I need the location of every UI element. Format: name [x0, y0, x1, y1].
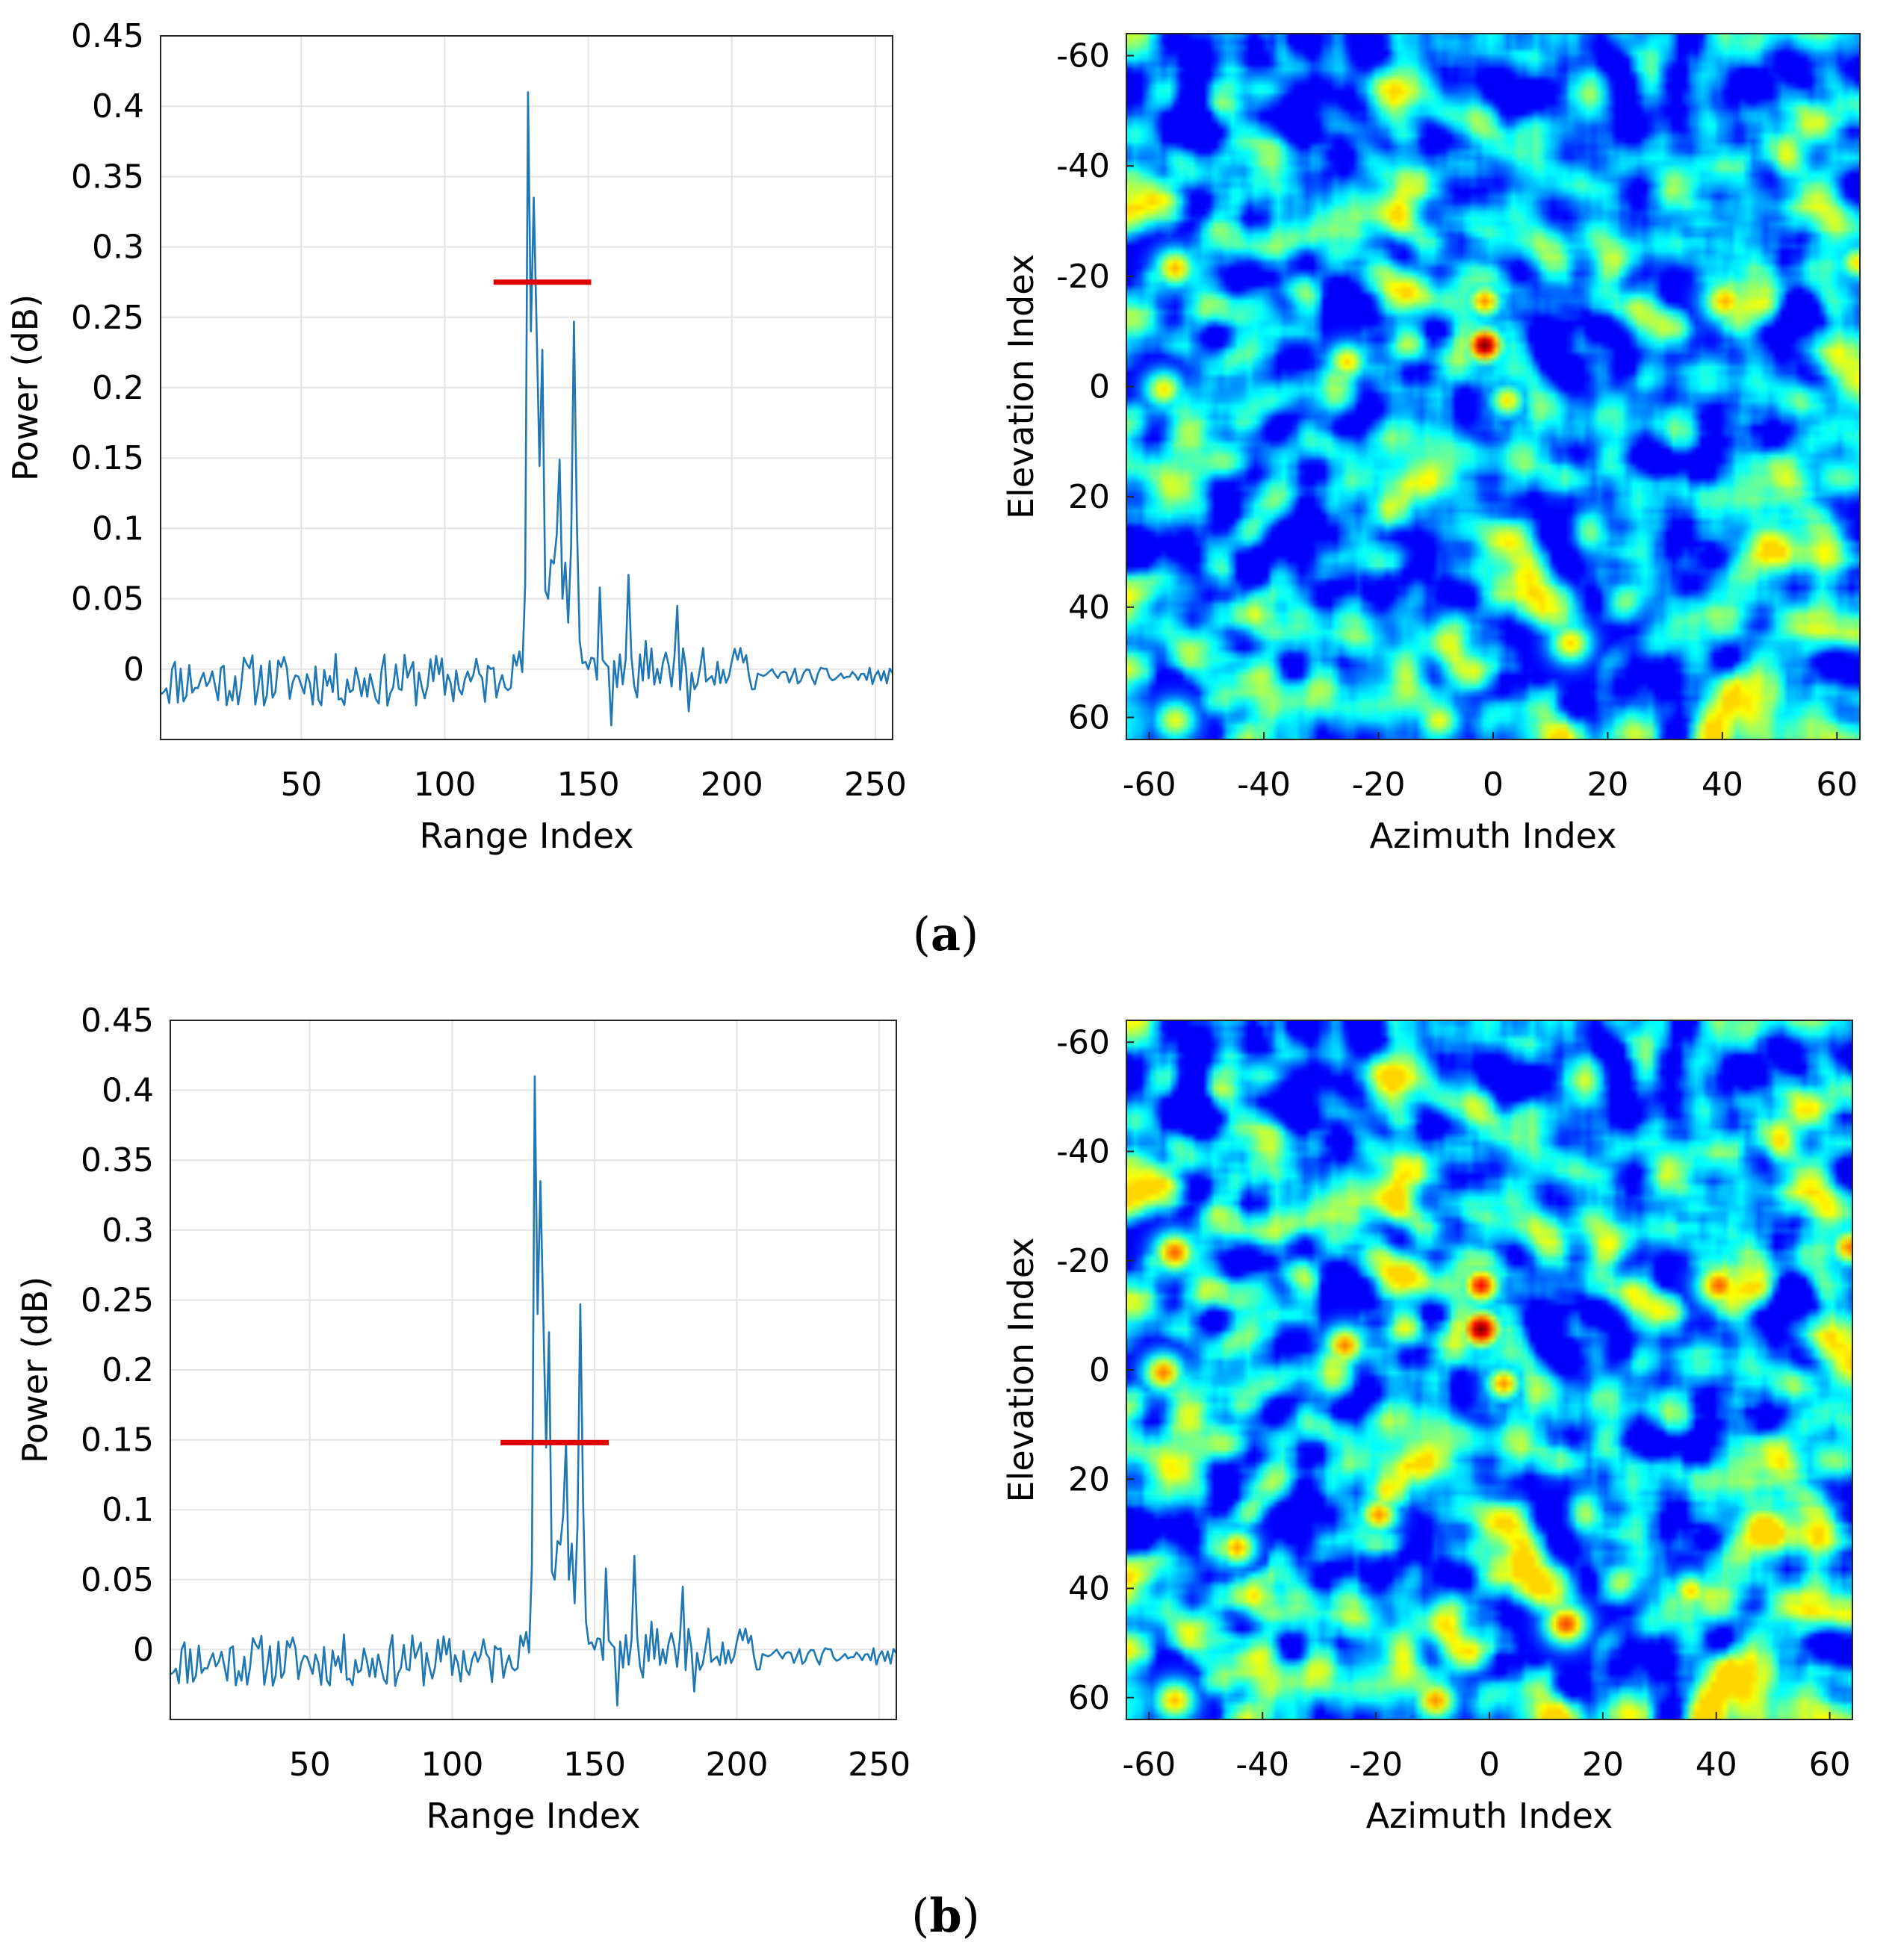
heatmap-image-a [1126, 34, 1860, 739]
y-tick-label: 0.4 [102, 1072, 154, 1110]
y-axis-label-heat-b: Elevation Index [1001, 1238, 1041, 1503]
y-tick-label: 0.25 [81, 1281, 154, 1319]
x-tick-label: -60 [1122, 1746, 1176, 1784]
y-tick-label: 0.4 [92, 87, 144, 125]
y-tick-label: 0.35 [71, 158, 144, 196]
range-profile-plot-a: 50 100 150 200 250 0 0.05 0.1 0.15 0.2 0.25 0.3 0.3… [5, 17, 907, 856]
x-tick-label: -40 [1235, 1746, 1289, 1784]
y-tick-label: -40 [1056, 147, 1110, 185]
range-profile-plot-b: 50 100 150 200 250 0 0.05 0.1 0.15 0.2 0.25 0.3 0.3… [15, 1002, 911, 1836]
y-tick-label: -60 [1056, 1023, 1110, 1061]
x-tick-label: 250 [848, 1746, 911, 1784]
y-tick-label: 40 [1068, 589, 1110, 627]
x-axis-label-heat-b: Azimuth Index [1366, 1796, 1613, 1836]
x-tick-label: 100 [421, 1746, 483, 1784]
y-axis-label-b: Power (dB) [15, 1277, 55, 1463]
y-tick-label: 20 [1068, 478, 1110, 516]
x-tick-label: -20 [1352, 766, 1406, 804]
x-tick-label: 50 [280, 766, 322, 804]
y-tick-label: 0.45 [81, 1002, 154, 1040]
range-profile-line-b [170, 1075, 898, 1707]
y-tick-label: -60 [1056, 37, 1110, 75]
y-tick-label: 0.3 [102, 1212, 154, 1250]
y-tick-label: 0.1 [102, 1491, 154, 1529]
x-tick-label: 60 [1809, 1746, 1851, 1784]
x-tick-label: 250 [844, 766, 907, 804]
y-tick-label: 0.3 [92, 229, 144, 267]
y-tick-label: 60 [1068, 1679, 1110, 1717]
x-axis-label-heat-a: Azimuth Index [1370, 816, 1617, 856]
angle-heatmap-a: -60 -40 -20 0 20 40 60 -60 -40 -20 0 20 40 60 Azimut… [1001, 33, 1861, 856]
x-axis-label-b: Range Index [426, 1796, 640, 1836]
x-tick-label: 50 [289, 1746, 331, 1784]
range-profile-line-a [160, 91, 894, 727]
x-tick-label: -60 [1123, 766, 1176, 804]
panel-label-a: (a) [913, 907, 979, 961]
y-tick-label: 40 [1068, 1570, 1110, 1608]
y-tick-label: -20 [1056, 1242, 1110, 1280]
y-tick-label: 0 [1089, 1351, 1110, 1389]
y-tick-label: 0.35 [81, 1141, 154, 1179]
x-tick-label: 100 [413, 766, 476, 804]
y-tick-label: 20 [1068, 1460, 1110, 1498]
y-tick-label: 0.15 [71, 439, 144, 477]
x-tick-label: 0 [1483, 766, 1504, 804]
y-tick-label: 0.05 [71, 580, 144, 618]
x-tick-label: 0 [1479, 1746, 1500, 1784]
y-tick-label: 0.25 [71, 299, 144, 337]
x-tick-label: 20 [1587, 766, 1628, 804]
y-tick-label: 0.05 [81, 1561, 154, 1599]
y-tick-label: 0 [133, 1631, 154, 1669]
y-tick-label: 60 [1068, 698, 1110, 736]
y-tick-label: -40 [1056, 1133, 1110, 1171]
y-tick-label: 0.2 [102, 1351, 154, 1389]
x-tick-label: 20 [1582, 1746, 1624, 1784]
y-tick-label: 0 [123, 651, 144, 689]
x-tick-label: 200 [701, 766, 763, 804]
y-tick-label: 0.15 [81, 1421, 154, 1460]
x-tick-label: -40 [1237, 766, 1291, 804]
y-tick-label: 0.2 [92, 369, 144, 407]
angle-heatmap-b: -60 -40 -20 0 20 40 60 -60 -40 -20 0 20 40 60 Azimut… [1001, 1020, 1853, 1836]
x-tick-label: 150 [557, 766, 620, 804]
x-tick-label: 150 [563, 1746, 626, 1784]
y-tick-label: 0.45 [71, 17, 144, 55]
y-tick-label: 0.1 [92, 509, 144, 548]
y-tick-label: -20 [1056, 258, 1110, 296]
y-tick-label: 0 [1089, 368, 1110, 406]
x-tick-label: 60 [1816, 766, 1858, 804]
heatmap-image-b [1126, 1020, 1852, 1719]
y-axis-label-heat-a: Elevation Index [1001, 254, 1041, 519]
x-tick-label: 200 [706, 1746, 769, 1784]
x-tick-label: 40 [1696, 1746, 1737, 1784]
x-axis-label-a: Range Index [419, 816, 633, 856]
y-axis-label-a: Power (dB) [5, 294, 46, 481]
x-tick-label: -20 [1349, 1746, 1403, 1784]
panel-label-b: (b) [911, 1888, 980, 1943]
x-tick-label: 40 [1702, 766, 1743, 804]
